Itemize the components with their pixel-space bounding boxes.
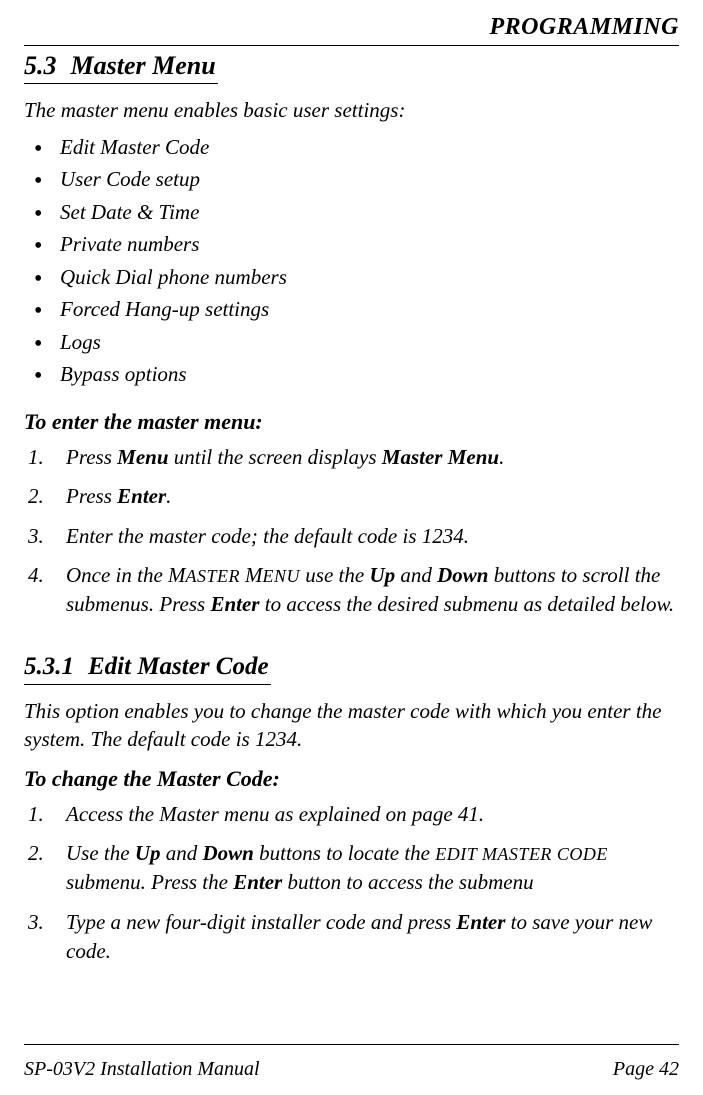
section-intro: The master menu enables basic user setti… xyxy=(24,96,679,124)
step: Once in the MASTER MENU use the Up and D… xyxy=(28,561,679,620)
list-item: User Code setup xyxy=(30,163,679,196)
subsection-title: Edit Master Code xyxy=(88,653,269,680)
section-heading: 5.3 Master Menu xyxy=(24,50,218,84)
change-code-steps: Access the Master menu as explained on p… xyxy=(24,800,679,967)
list-item: Bypass options xyxy=(30,358,679,391)
list-item: Edit Master Code xyxy=(30,131,679,164)
list-item: Set Date & Time xyxy=(30,196,679,229)
step: Type a new four-digit installer code and… xyxy=(28,908,679,967)
step: Enter the master code; the default code … xyxy=(28,522,679,551)
subsection-number: 5.3.1 xyxy=(24,653,74,680)
section-number: 5.3 xyxy=(24,51,57,80)
change-code-title: To change the Master Code: xyxy=(24,766,679,792)
section-title: Master Menu xyxy=(71,51,216,80)
subsection-heading: 5.3.1 Edit Master Code xyxy=(24,652,271,685)
page-header: PROGRAMMING xyxy=(24,14,679,41)
list-item: Quick Dial phone numbers xyxy=(30,261,679,294)
step: Access the Master menu as explained on p… xyxy=(28,800,679,829)
enter-master-steps: Press Menu until the screen displays Mas… xyxy=(24,443,679,620)
enter-master-title: To enter the master menu: xyxy=(24,409,679,435)
list-item: Logs xyxy=(30,326,679,359)
subsection-intro: This option enables you to change the ma… xyxy=(24,697,679,754)
list-item: Private numbers xyxy=(30,228,679,261)
manual-page: PROGRAMMING 5.3 Master Menu The master me… xyxy=(0,0,703,1095)
step: Use the Up and Down buttons to locate th… xyxy=(28,839,679,898)
feature-list: Edit Master Code User Code setup Set Dat… xyxy=(24,131,679,391)
footer-right: Page 42 xyxy=(613,1058,679,1081)
step: Press Menu until the screen displays Mas… xyxy=(28,443,679,472)
header-rule xyxy=(24,45,679,46)
footer-rule xyxy=(24,1044,679,1045)
step: Press Enter. xyxy=(28,482,679,511)
footer-left: SP-03V2 Installation Manual xyxy=(24,1058,260,1081)
list-item: Forced Hang-up settings xyxy=(30,293,679,326)
